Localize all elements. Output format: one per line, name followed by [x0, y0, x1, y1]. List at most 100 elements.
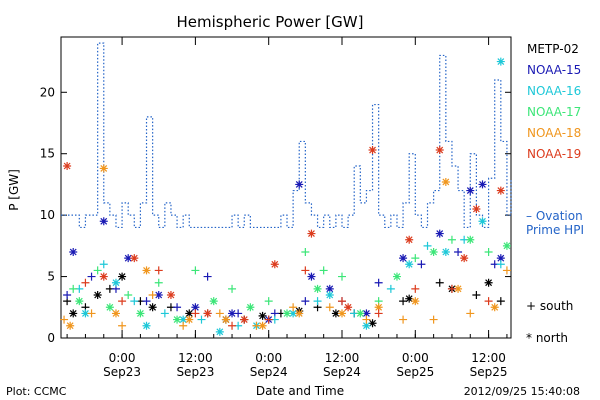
north-point	[429, 248, 438, 256]
x-tick-label-time: 12:00	[471, 351, 506, 365]
north-point	[69, 248, 78, 256]
legend-entry: NOAA-16	[527, 84, 581, 98]
north-point	[441, 177, 450, 186]
south-point	[374, 278, 383, 287]
north-point	[325, 291, 334, 299]
north-point	[411, 297, 420, 306]
south-point	[435, 278, 444, 287]
north-point	[496, 57, 505, 66]
south-point	[386, 284, 395, 293]
south-point	[203, 272, 212, 281]
north-point	[258, 311, 267, 320]
south-point	[191, 266, 200, 275]
north-point	[405, 235, 414, 244]
north-point	[405, 294, 414, 303]
north-point	[118, 272, 127, 281]
north-point	[454, 284, 463, 293]
north-point	[496, 186, 505, 195]
legend-entry: NOAA-17	[527, 105, 581, 119]
north-point	[69, 309, 78, 318]
north-point	[130, 254, 139, 263]
south-point	[484, 297, 493, 306]
x-tick-label-time: 0:00	[402, 351, 429, 365]
x-tick-label-time: 12:00	[178, 351, 213, 365]
south-point	[87, 309, 96, 318]
north-point	[221, 315, 230, 324]
north-point	[405, 260, 414, 269]
north-point	[460, 254, 469, 263]
south-point	[411, 284, 420, 293]
legend-entry: NOAA-18	[527, 126, 581, 140]
north-point	[270, 260, 279, 269]
north-point	[502, 241, 511, 250]
north-point	[66, 321, 75, 330]
south-point	[484, 248, 493, 256]
south-point	[472, 291, 481, 299]
north-point	[228, 309, 237, 318]
north-point	[441, 248, 450, 256]
south-point	[228, 321, 237, 330]
north-point	[105, 303, 114, 312]
north-point	[435, 146, 444, 155]
north-point	[173, 315, 182, 324]
north-point	[295, 309, 304, 318]
south-point	[130, 297, 139, 306]
north-point	[191, 303, 200, 312]
x-axis: 0:00Sep2312:00Sep230:00Sep2412:00Sep240:…	[66, 37, 508, 379]
south-point	[264, 315, 273, 324]
x-tick-label-date: Sep23	[103, 365, 141, 379]
south-point	[301, 248, 310, 256]
south-point	[337, 272, 346, 281]
x-tick-label-time: 0:00	[109, 351, 136, 365]
x-tick-label-time: 0:00	[255, 351, 282, 365]
x-tick-label-time: 12:00	[325, 351, 360, 365]
north-point	[166, 291, 175, 299]
south-point	[301, 297, 310, 306]
south-point	[496, 297, 505, 306]
south-point	[118, 297, 127, 306]
legend-south-marker: + south	[526, 299, 573, 313]
south-point	[423, 241, 432, 250]
y-tick-label: 15	[40, 147, 55, 161]
legend-ovation: – Ovation	[526, 209, 583, 223]
north-point	[484, 278, 493, 287]
south-point	[313, 297, 322, 306]
north-point	[362, 309, 371, 318]
south-point	[160, 309, 169, 318]
north-point	[496, 254, 505, 263]
north-point	[179, 315, 188, 324]
north-point	[392, 272, 401, 281]
south-point	[142, 297, 151, 306]
north-point	[148, 303, 157, 312]
south-point	[228, 284, 237, 293]
north-point	[75, 297, 84, 306]
north-point	[99, 164, 108, 173]
x-tick-label-date: Sep24	[323, 365, 361, 379]
south-point	[454, 248, 463, 256]
north-point	[246, 303, 255, 312]
south-point	[466, 309, 475, 318]
north-point	[240, 315, 249, 324]
south-point	[447, 284, 456, 293]
south-point	[337, 297, 346, 306]
south-point	[417, 260, 426, 269]
south-point	[63, 291, 72, 299]
north-point	[111, 309, 120, 318]
plot-credit: Plot: CCMC	[6, 385, 67, 398]
north-point	[399, 254, 408, 263]
south-point	[124, 291, 133, 299]
south-point	[399, 297, 408, 306]
north-point	[215, 327, 224, 336]
north-point	[258, 321, 267, 330]
north-point	[203, 309, 212, 318]
y-axis-label: P [GW]	[7, 169, 21, 211]
north-point	[185, 315, 194, 324]
chart-title: Hemispheric Power [GW]	[177, 13, 364, 31]
north-point	[81, 309, 90, 318]
north-point	[368, 146, 377, 155]
plot-timestamp: 2012/09/25 15:40:08	[464, 385, 580, 398]
south-point	[362, 315, 371, 324]
north-point	[63, 162, 72, 170]
south-point	[154, 278, 163, 287]
